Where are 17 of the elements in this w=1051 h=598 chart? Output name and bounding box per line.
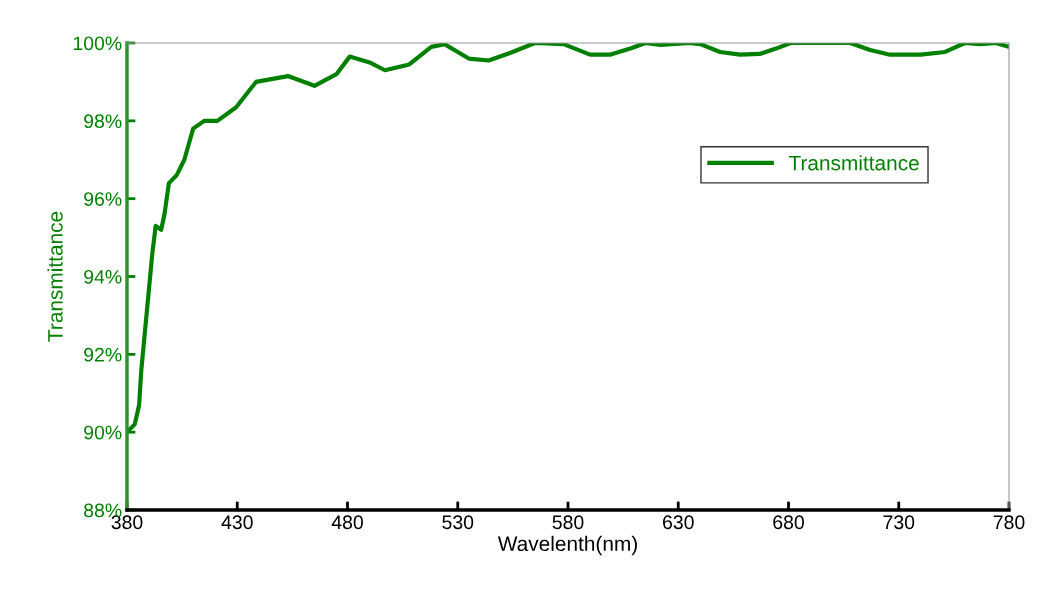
- x-tick-label: 480: [331, 515, 363, 530]
- x-tick-label: 680: [773, 515, 804, 530]
- x-tick-label: 530: [442, 515, 474, 530]
- x-tick-label: 730: [883, 515, 915, 530]
- x-tick-label: 580: [552, 515, 584, 530]
- y-tick-label: 90%: [84, 425, 122, 440]
- x-axis-title: Wavelenth(nm): [497, 535, 637, 556]
- x-tick-label: 630: [663, 515, 694, 530]
- x-tick-label: 430: [221, 515, 253, 530]
- y-tick-label: 96%: [84, 192, 122, 206]
- y-tick-label: 92%: [84, 347, 122, 362]
- legend-label: Transmittance: [788, 155, 919, 171]
- y-tick-label: 98%: [84, 114, 122, 129]
- y-axis-title: Transmittance: [47, 211, 63, 342]
- y-tick-label: 94%: [84, 269, 122, 284]
- x-tick-label: 780: [993, 515, 1025, 530]
- y-tick-label: 100%: [73, 36, 122, 51]
